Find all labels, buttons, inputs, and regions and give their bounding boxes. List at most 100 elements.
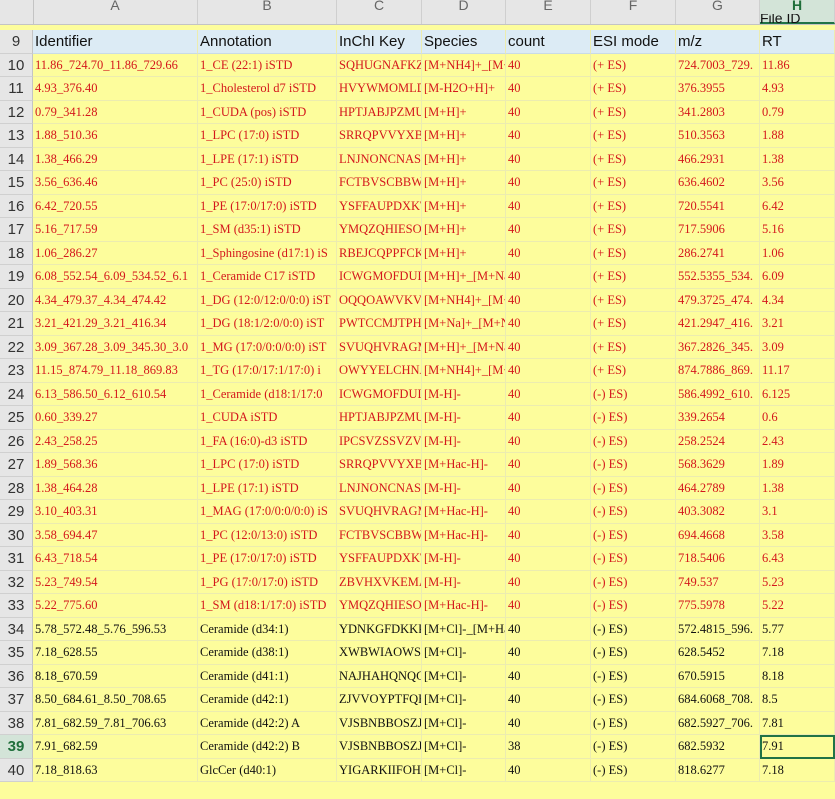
cell-g13[interactable]: 510.3563 [676,124,760,148]
cell-a19[interactable]: 6.08_552.54_6.09_534.52_6.1 [33,265,198,289]
column-header-h[interactable]: H [760,0,835,24]
cell-b13[interactable]: 1_LPC (17:0) iSTD [198,124,337,148]
cell-c35[interactable]: XWBWIAOWS [337,641,422,665]
cell-a18[interactable]: 1.06_286.27 [33,241,198,265]
row-header-38[interactable]: 38 [0,711,33,735]
cell-e40[interactable]: 40 [506,758,591,782]
column-header-a[interactable]: A [33,0,198,24]
cell-b37[interactable]: Ceramide (d42:1) [198,688,337,712]
cell-e28[interactable]: 40 [506,476,591,500]
cell-h28[interactable]: 1.38 [760,476,835,500]
cell-c34[interactable]: YDNKGFDKKR [337,617,422,641]
cell-h16[interactable]: 6.42 [760,194,835,218]
cell-h37[interactable]: 8.5 [760,688,835,712]
cell-a11[interactable]: 4.93_376.40 [33,77,198,101]
cell-a9[interactable]: Identifier [33,30,198,54]
cell-e38[interactable]: 40 [506,711,591,735]
cell-c24[interactable]: ICWGMOFDUL [337,382,422,406]
cell-d36[interactable]: [M+Cl]- [422,664,506,688]
cell-a36[interactable]: 8.18_670.59 [33,664,198,688]
cell-b16[interactable]: 1_PE (17:0/17:0) iSTD [198,194,337,218]
cell-c22[interactable]: SVUQHVRAGM [337,335,422,359]
cell-g24[interactable]: 586.4992_610. [676,382,760,406]
cell-f9[interactable]: ESI mode [591,30,676,54]
cell-g18[interactable]: 286.2741 [676,241,760,265]
cell-f38[interactable]: (-) ES) [591,711,676,735]
cell-e16[interactable]: 40 [506,194,591,218]
cell-d27[interactable]: [M+Hac-H]- [422,453,506,477]
cell-h39[interactable]: 7.91 [760,735,835,759]
cell-g19[interactable]: 552.5355_534. [676,265,760,289]
cell-c18[interactable]: RBEJCQPPFCK [337,241,422,265]
cell-e25[interactable]: 40 [506,406,591,430]
cell-e17[interactable]: 40 [506,218,591,242]
cell-d30[interactable]: [M+Hac-H]- [422,523,506,547]
cell-a13[interactable]: 1.88_510.36 [33,124,198,148]
cell-f20[interactable]: (+ ES) [591,288,676,312]
cell-a26[interactable]: 2.43_258.25 [33,429,198,453]
row-header-27[interactable]: 27 [0,453,33,477]
cell-d39[interactable]: [M+Cl]- [422,735,506,759]
cell-c15[interactable]: FCTBVSCBBWI [337,171,422,195]
cell-d29[interactable]: [M+Hac-H]- [422,500,506,524]
cell-c20[interactable]: OQQOAWVKVI [337,288,422,312]
cell-e26[interactable]: 40 [506,429,591,453]
cell-c28[interactable]: LNJNONCNASC [337,476,422,500]
cell-b30[interactable]: 1_PC (12:0/13:0) iSTD [198,523,337,547]
cell-h34[interactable]: 5.77 [760,617,835,641]
row-header-29[interactable]: 29 [0,500,33,524]
cell-d14[interactable]: [M+H]+ [422,147,506,171]
cell-f12[interactable]: (+ ES) [591,100,676,124]
cell-d16[interactable]: [M+H]+ [422,194,506,218]
cell-a25[interactable]: 0.60_339.27 [33,406,198,430]
cell-b15[interactable]: 1_PC (25:0) iSTD [198,171,337,195]
cell-c10[interactable]: SQHUGNAFKZZ [337,53,422,77]
cell-h25[interactable]: 0.6 [760,406,835,430]
row-header-32[interactable]: 32 [0,570,33,594]
cell-c30[interactable]: FCTBVSCBBWI [337,523,422,547]
cell-e13[interactable]: 40 [506,124,591,148]
cell-b11[interactable]: 1_Cholesterol d7 iSTD [198,77,337,101]
cell-e21[interactable]: 40 [506,312,591,336]
cell-h24[interactable]: 6.125 [760,382,835,406]
row-header-24[interactable]: 24 [0,382,33,406]
cell-a30[interactable]: 3.58_694.47 [33,523,198,547]
row-header-33[interactable]: 33 [0,594,33,618]
cell-a16[interactable]: 6.42_720.55 [33,194,198,218]
cell-g31[interactable]: 718.5406 [676,547,760,571]
cell-f27[interactable]: (-) ES) [591,453,676,477]
cell-a10[interactable]: 11.86_724.70_11.86_729.66 [33,53,198,77]
cell-g34[interactable]: 572.4815_596. [676,617,760,641]
cell-h40[interactable]: 7.18 [760,758,835,782]
cell-f36[interactable]: (-) ES) [591,664,676,688]
cell-a23[interactable]: 11.15_874.79_11.18_869.83 [33,359,198,383]
cell-a31[interactable]: 6.43_718.54 [33,547,198,571]
cell-b19[interactable]: 1_Ceramide C17 iSTD [198,265,337,289]
cell-e27[interactable]: 40 [506,453,591,477]
cell-b35[interactable]: Ceramide (d38:1) [198,641,337,665]
cell-f37[interactable]: (-) ES) [591,688,676,712]
cell-a40[interactable]: 7.18_818.63 [33,758,198,782]
select-all-corner[interactable] [0,0,34,24]
cell-b18[interactable]: 1_Sphingosine (d17:1) iS [198,241,337,265]
cell-h27[interactable]: 1.89 [760,453,835,477]
cell-a14[interactable]: 1.38_466.29 [33,147,198,171]
cell-d9[interactable]: Species [422,30,506,54]
cell-b29[interactable]: 1_MAG (17:0/0:0/0:0) iS [198,500,337,524]
cell-g36[interactable]: 670.5915 [676,664,760,688]
cell-b26[interactable]: 1_FA (16:0)-d3 iSTD [198,429,337,453]
cell-e11[interactable]: 40 [506,77,591,101]
cell-e10[interactable]: 40 [506,53,591,77]
cell-b25[interactable]: 1_CUDA iSTD [198,406,337,430]
row-header-36[interactable]: 36 [0,664,33,688]
cell-c17[interactable]: YMQZQHIESOA [337,218,422,242]
column-header-e[interactable]: E [506,0,591,24]
cell-h17[interactable]: 5.16 [760,218,835,242]
cell-f40[interactable]: (-) ES) [591,758,676,782]
cell-a27[interactable]: 1.89_568.36 [33,453,198,477]
cell-d33[interactable]: [M+Hac-H]- [422,594,506,618]
cell-g39[interactable]: 682.5932 [676,735,760,759]
cell-e12[interactable]: 40 [506,100,591,124]
cell-g27[interactable]: 568.3629 [676,453,760,477]
